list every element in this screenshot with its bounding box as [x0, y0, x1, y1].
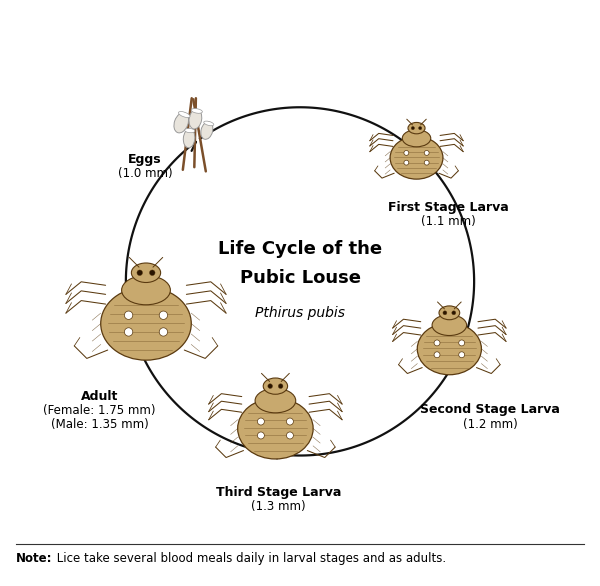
Ellipse shape [417, 323, 481, 374]
Circle shape [278, 384, 283, 389]
Ellipse shape [174, 113, 188, 133]
Ellipse shape [238, 398, 313, 459]
Ellipse shape [122, 275, 170, 305]
Circle shape [286, 418, 293, 425]
Circle shape [404, 151, 409, 155]
Text: Second Stage Larva: Second Stage Larva [420, 403, 560, 416]
Ellipse shape [185, 128, 195, 132]
Text: (Female: 1.75 mm): (Female: 1.75 mm) [43, 404, 156, 417]
Ellipse shape [191, 108, 202, 113]
Text: Pubic Louse: Pubic Louse [239, 270, 361, 288]
Ellipse shape [131, 263, 161, 282]
Circle shape [404, 160, 409, 165]
Circle shape [459, 352, 464, 357]
Circle shape [149, 270, 155, 275]
Circle shape [434, 340, 440, 346]
Ellipse shape [204, 121, 214, 126]
Ellipse shape [184, 129, 195, 148]
Circle shape [124, 311, 133, 319]
Ellipse shape [390, 137, 443, 179]
Ellipse shape [402, 130, 431, 147]
Circle shape [257, 418, 265, 425]
Text: Lice take several blood meals daily in larval stages and as adults.: Lice take several blood meals daily in l… [53, 553, 446, 565]
Text: Life Cycle of the: Life Cycle of the [218, 240, 382, 258]
Text: Adult: Adult [81, 390, 118, 403]
Circle shape [257, 432, 265, 439]
Text: Third Stage Larva: Third Stage Larva [215, 486, 341, 499]
Circle shape [159, 328, 167, 336]
Ellipse shape [439, 306, 460, 320]
Circle shape [137, 270, 143, 275]
Text: (1.1 mm): (1.1 mm) [421, 215, 476, 228]
Circle shape [452, 311, 456, 315]
Ellipse shape [101, 287, 191, 360]
Text: (1.2 mm): (1.2 mm) [463, 418, 517, 431]
Circle shape [419, 127, 422, 130]
Circle shape [411, 127, 415, 130]
Circle shape [159, 311, 167, 319]
Text: (Male: 1.35 mm): (Male: 1.35 mm) [50, 417, 148, 431]
Ellipse shape [408, 122, 425, 134]
Ellipse shape [201, 122, 213, 139]
Text: First Stage Larva: First Stage Larva [388, 200, 509, 214]
Circle shape [443, 311, 447, 315]
Circle shape [434, 352, 440, 357]
Text: (1.0 mm): (1.0 mm) [118, 167, 172, 180]
Text: (1.3 mm): (1.3 mm) [251, 500, 305, 513]
Text: Eggs: Eggs [128, 152, 162, 166]
Ellipse shape [432, 315, 467, 336]
Ellipse shape [178, 111, 190, 118]
Circle shape [424, 160, 429, 165]
Circle shape [268, 384, 272, 389]
Ellipse shape [263, 378, 287, 394]
Text: Note:: Note: [16, 553, 52, 565]
Circle shape [459, 340, 464, 346]
Circle shape [424, 151, 429, 155]
Circle shape [286, 432, 293, 439]
Ellipse shape [255, 389, 296, 413]
Text: Pthirus pubis: Pthirus pubis [255, 306, 345, 321]
Circle shape [124, 328, 133, 336]
Ellipse shape [189, 110, 202, 129]
